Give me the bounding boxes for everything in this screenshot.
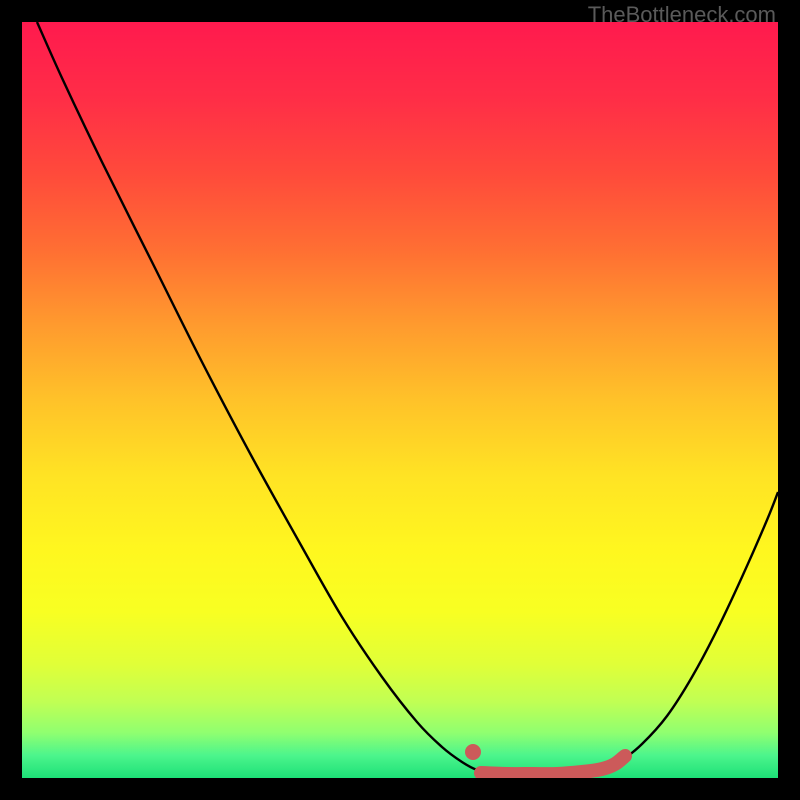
- highlight-dot: [465, 744, 481, 760]
- watermark-text: TheBottleneck.com: [588, 2, 776, 28]
- highlight-segment: [481, 756, 625, 774]
- bottleneck-curve: [22, 22, 778, 778]
- curve-line: [37, 22, 778, 774]
